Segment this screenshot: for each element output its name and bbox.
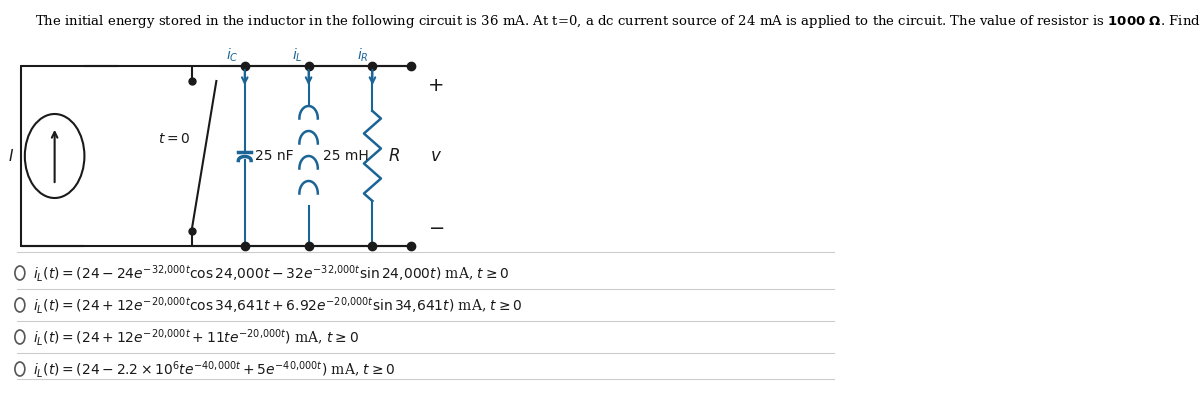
Text: $i_L$: $i_L$ (293, 47, 302, 64)
Text: $t = 0$: $t = 0$ (157, 132, 190, 146)
Text: $i_L(t) = (24 - 2.2 \times 10^6 te^{-40{,}000t} + 5e^{-40{,}000t})$ mA, $t \geq : $i_L(t) = (24 - 2.2 \times 10^6 te^{-40{… (32, 358, 395, 379)
Text: $i_L(t) = (24 + 12e^{-20{,}000t} + 11te^{-20{,}000t})$ mA, $t \geq 0$: $i_L(t) = (24 + 12e^{-20{,}000t} + 11te^… (32, 326, 359, 348)
Text: 25 nF: 25 nF (256, 149, 294, 163)
Text: $I$: $I$ (8, 148, 14, 164)
Text: 25 mH: 25 mH (323, 149, 368, 163)
Text: $i_C$: $i_C$ (227, 47, 239, 64)
Text: $i_L(t) = (24 + 12e^{-20{,}000t}\cos 34{,}641t + 6.92e^{-20{,}000t}\sin 34{,}641: $i_L(t) = (24 + 12e^{-20{,}000t}\cos 34{… (32, 294, 522, 316)
Text: $i_R$: $i_R$ (358, 47, 368, 64)
Text: +: + (428, 76, 444, 95)
Text: $R$: $R$ (388, 147, 400, 165)
Text: $-$: $-$ (428, 217, 444, 236)
Text: $v$: $v$ (431, 147, 443, 165)
Text: $i_L(t) = (24 - 24e^{-32{,}000t}\cos 24{,}000t - 32e^{-32{,}000t}\sin 24{,}000t): $i_L(t) = (24 - 24e^{-32{,}000t}\cos 24{… (32, 263, 509, 284)
Text: The initial energy stored in the inductor in the following circuit is 36 mA. At : The initial energy stored in the inducto… (36, 13, 1200, 30)
